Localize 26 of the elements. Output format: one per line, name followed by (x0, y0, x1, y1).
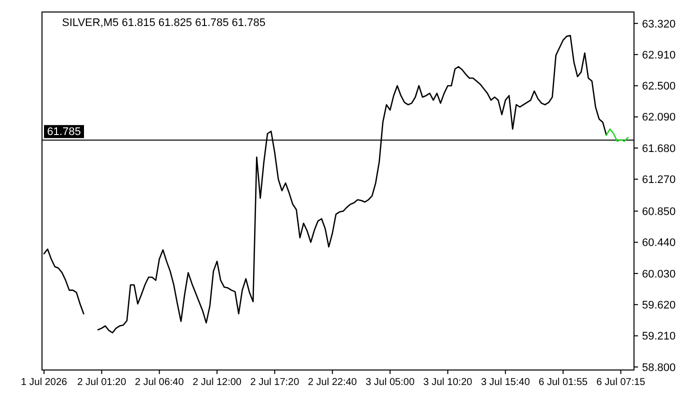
y-tick-label: 60.850 (642, 206, 676, 218)
text: SILVER,M5 61.815 61.825 61.785 61.785 (62, 17, 266, 29)
y-tick-label: 62.910 (642, 49, 676, 62)
x-tick-label: 6 Jul 07:15 (596, 377, 646, 388)
x-tick-label: 2 Jul 01:20 (77, 377, 127, 388)
y-tick-label: 60.440 (642, 237, 676, 250)
x-tick-label: 2 Jul 12:00 (192, 377, 242, 388)
line-series (606, 128, 629, 142)
y-tick-label: 58.800 (642, 362, 676, 374)
x-tick-label: 3 Jul 05:00 (366, 377, 415, 388)
y-tick-label: 62.500 (642, 80, 676, 93)
y-tick-label: 62.090 (642, 112, 676, 124)
y-tick-label: 61.270 (642, 174, 676, 186)
x-tick-label: 3 Jul 10:20 (423, 377, 473, 388)
y-tick-label: 59.620 (642, 299, 676, 312)
y-tick-label: 61.680 (642, 142, 676, 155)
x-tick-label: 2 Jul 06:40 (134, 377, 184, 388)
y-tick-label: 60.030 (642, 268, 676, 280)
x-tick-label: 6 Jul 01:55 (538, 377, 588, 388)
y-tick-label: 63.320 (642, 18, 676, 30)
x-tick-label: 2 Jul 22:40 (308, 377, 358, 388)
ref-line-label: 61.785 (47, 126, 81, 138)
x-tick-label: 1 Jul 2026 (20, 377, 68, 388)
x-tick-label: 3 Jul 15:40 (480, 377, 530, 388)
x-tick-label: 2 Jul 17:20 (250, 377, 300, 388)
y-tick-label: 59.210 (642, 330, 676, 343)
